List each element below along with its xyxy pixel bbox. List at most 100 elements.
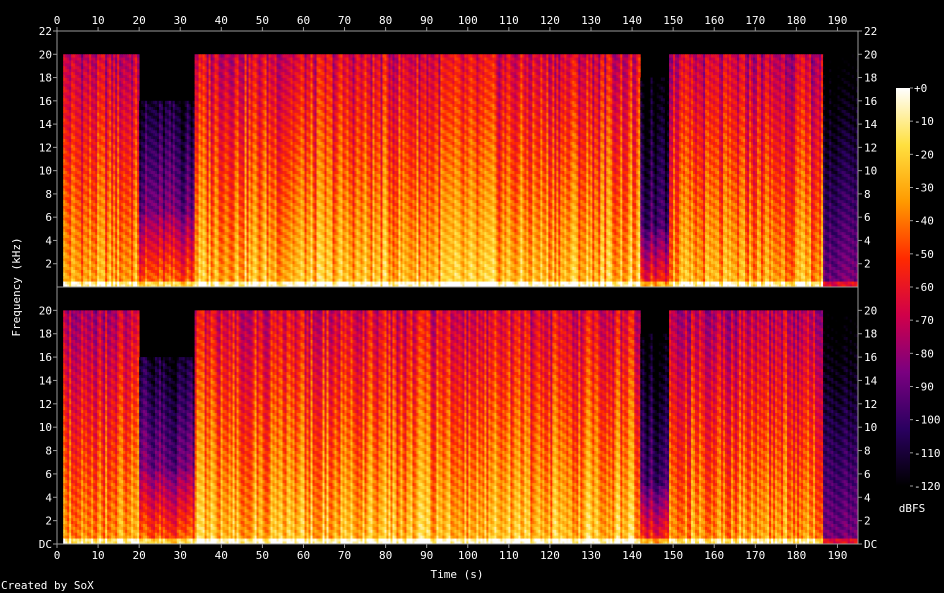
- x-tick-label: 40: [215, 549, 228, 562]
- x-tick-label: 140: [622, 14, 642, 27]
- y-tick-label: 4: [45, 234, 52, 247]
- y-tick-label: 22: [864, 25, 877, 38]
- colorbar-tick-label: -120: [914, 480, 941, 493]
- y-tick-label: 18: [864, 328, 877, 341]
- x-tick-label: 80: [379, 549, 392, 562]
- spectrogram-channel-1: [57, 31, 858, 287]
- colorbar: [896, 88, 910, 486]
- y-axis-label: Frequency (kHz): [10, 237, 23, 336]
- spectrogram-segment: [823, 310, 858, 544]
- x-tick-label: 130: [581, 549, 601, 562]
- x-tick-label: 10: [91, 549, 104, 562]
- y-tick-label: 18: [39, 328, 52, 341]
- y-tick-label: 2: [864, 515, 871, 528]
- y-tick-label: 4: [864, 491, 871, 504]
- x-tick-label: 150: [663, 14, 683, 27]
- x-tick-label: 130: [581, 14, 601, 27]
- x-tick-label: 70: [338, 14, 351, 27]
- spectrogram-channel-2: [57, 287, 858, 544]
- colorbar-tick-label: +0: [914, 82, 927, 95]
- x-tick-label: 110: [499, 549, 519, 562]
- y-tick-label: 14: [39, 374, 53, 387]
- x-tick-label: 60: [297, 549, 310, 562]
- x-tick-label: 40: [215, 14, 228, 27]
- x-axis-label: Time (s): [431, 568, 484, 581]
- y-tick-label: 20: [39, 304, 52, 317]
- y-tick-label: 2: [864, 258, 871, 271]
- spectrogram-segment: [823, 54, 858, 287]
- spectrogram-segment: [63, 54, 139, 287]
- y-tick-label: 2: [45, 258, 52, 271]
- spectrogram-segment: [640, 334, 669, 545]
- x-tick-label: 120: [540, 549, 560, 562]
- spectrogram-segment: [139, 357, 195, 544]
- y-tick-label: 18: [39, 72, 52, 85]
- y-tick-label: 6: [45, 468, 52, 481]
- spectrogram-segment: [640, 78, 669, 288]
- x-tick-label: 120: [540, 14, 560, 27]
- colorbar-tick-label: -70: [914, 314, 934, 327]
- y-tick-label: 10: [864, 165, 877, 178]
- y-tick-label: 4: [45, 491, 52, 504]
- x-tick-label: 140: [622, 549, 642, 562]
- y-tick-label: 2: [45, 515, 52, 528]
- x-tick-label: 50: [256, 549, 269, 562]
- y-tick-label: 16: [39, 95, 52, 108]
- colorbar-tick-label: -60: [914, 281, 934, 294]
- y-tick-label: 18: [864, 72, 877, 85]
- y-tick-label: 12: [864, 141, 877, 154]
- x-tick-label: 0: [54, 549, 61, 562]
- colorbar-tick-label: -20: [914, 148, 934, 161]
- colorbar-tick-label: -80: [914, 347, 934, 360]
- x-tick-label: 30: [174, 14, 187, 27]
- x-tick-label: 50: [256, 14, 269, 27]
- y-tick-label: 20: [39, 48, 52, 61]
- colorbar-label: dBFS: [899, 502, 926, 515]
- spectrogram-segment: [669, 54, 823, 287]
- y-tick-label: 20: [864, 304, 877, 317]
- spectrogram-segment: [669, 310, 823, 544]
- x-tick-label: 100: [458, 14, 478, 27]
- x-axis-top: 0 10 20 30 40 50 60 70 80 90 100 110 120 130 140 150 160…: [54, 14, 848, 31]
- spectrogram-segment: [195, 54, 641, 287]
- colorbar-tick-label: -50: [914, 248, 934, 261]
- x-tick-label: 20: [133, 549, 146, 562]
- x-tick-label: 80: [379, 14, 392, 27]
- y-tick-label: 4: [864, 234, 871, 247]
- y-tick-label: 6: [864, 211, 871, 224]
- colorbar-tick-label: -110: [914, 447, 941, 460]
- spectrogram-segment: [139, 101, 195, 288]
- x-axis-bottom: 0 10 20 30 40 50 60 70 80 90 100 110 120 130 140 150 160…: [54, 544, 848, 562]
- y-tick-label: DC: [864, 538, 877, 551]
- spectrogram-segment: [63, 310, 139, 544]
- y-tick-label: 12: [39, 398, 52, 411]
- y-tick-label: 10: [39, 421, 52, 434]
- y-tick-label: 14: [39, 118, 53, 131]
- x-tick-label: 60: [297, 14, 310, 27]
- y-tick-label: 6: [864, 468, 871, 481]
- y-tick-label: 14: [864, 118, 878, 131]
- colorbar-tick-label: -40: [914, 215, 934, 228]
- x-tick-label: 70: [338, 549, 351, 562]
- x-tick-label: 0: [54, 14, 61, 27]
- y-tick-label: 6: [45, 211, 52, 224]
- y-tick-label: 16: [864, 351, 877, 364]
- colorbar-ticks: +0-10-20-30-40-50-60-70-80-90-100-110-12…: [910, 82, 941, 493]
- y-tick-label: 8: [864, 445, 871, 458]
- x-tick-label: 180: [786, 549, 806, 562]
- y-tick-label: 10: [864, 421, 877, 434]
- x-tick-label: 30: [174, 549, 187, 562]
- x-tick-label: 190: [828, 14, 848, 27]
- x-tick-label: 160: [704, 14, 724, 27]
- y-tick-label: 22: [39, 25, 52, 38]
- x-tick-label: 180: [786, 14, 806, 27]
- y-tick-label: 8: [45, 188, 52, 201]
- y-tick-label: DC: [39, 538, 52, 551]
- y-tick-label: 12: [39, 141, 52, 154]
- colorbar-tick-label: -10: [914, 115, 934, 128]
- x-tick-label: 20: [133, 14, 146, 27]
- x-tick-label: 90: [420, 549, 433, 562]
